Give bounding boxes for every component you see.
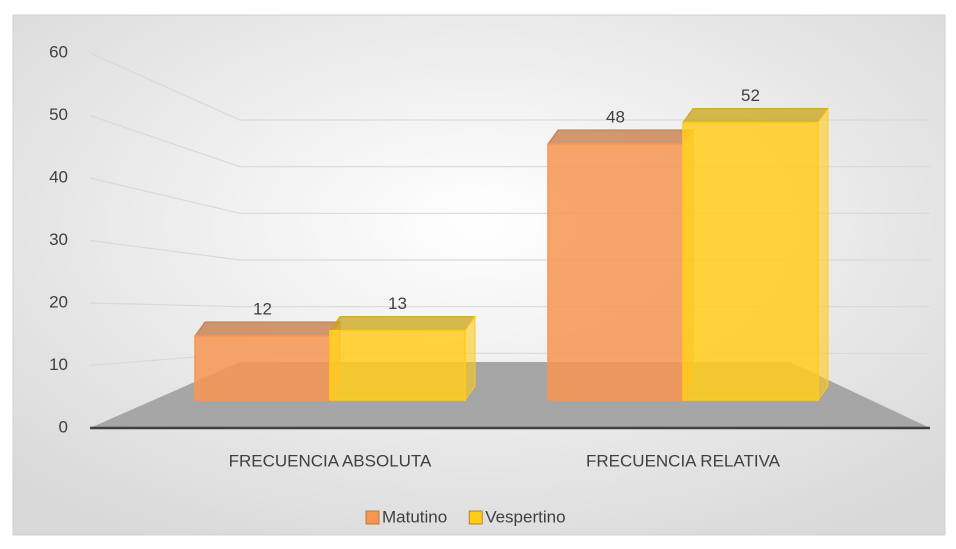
data-label: 13 <box>388 294 407 313</box>
legend-label: Vespertino <box>485 507 565 526</box>
y-tick-label: 30 <box>49 230 68 249</box>
bar-top <box>194 321 341 337</box>
legend-swatch <box>365 510 380 525</box>
data-label: 52 <box>741 86 760 105</box>
y-tick-label: 10 <box>49 355 68 374</box>
bar <box>329 329 466 401</box>
bar-side <box>817 107 829 402</box>
bar-top <box>329 316 476 332</box>
y-tick-label: 40 <box>49 167 68 186</box>
legend-swatch <box>468 510 483 525</box>
y-tick-label: 0 <box>59 417 68 436</box>
y-tick-label: 60 <box>49 42 68 61</box>
x-tick-label: FRECUENCIA ABSOLUTA <box>229 451 432 470</box>
y-tick-label: 20 <box>49 292 68 311</box>
bar-side <box>464 315 476 402</box>
data-label: 12 <box>253 299 272 318</box>
legend-label: Matutino <box>382 507 447 526</box>
data-label: 48 <box>606 107 625 126</box>
bar <box>194 335 331 401</box>
bar <box>682 121 819 401</box>
bar-top <box>547 129 694 145</box>
bar <box>547 143 684 401</box>
x-tick-label: FRECUENCIA RELATIVA <box>586 451 781 470</box>
y-tick-label: 50 <box>49 105 68 124</box>
bar-top <box>682 108 829 124</box>
